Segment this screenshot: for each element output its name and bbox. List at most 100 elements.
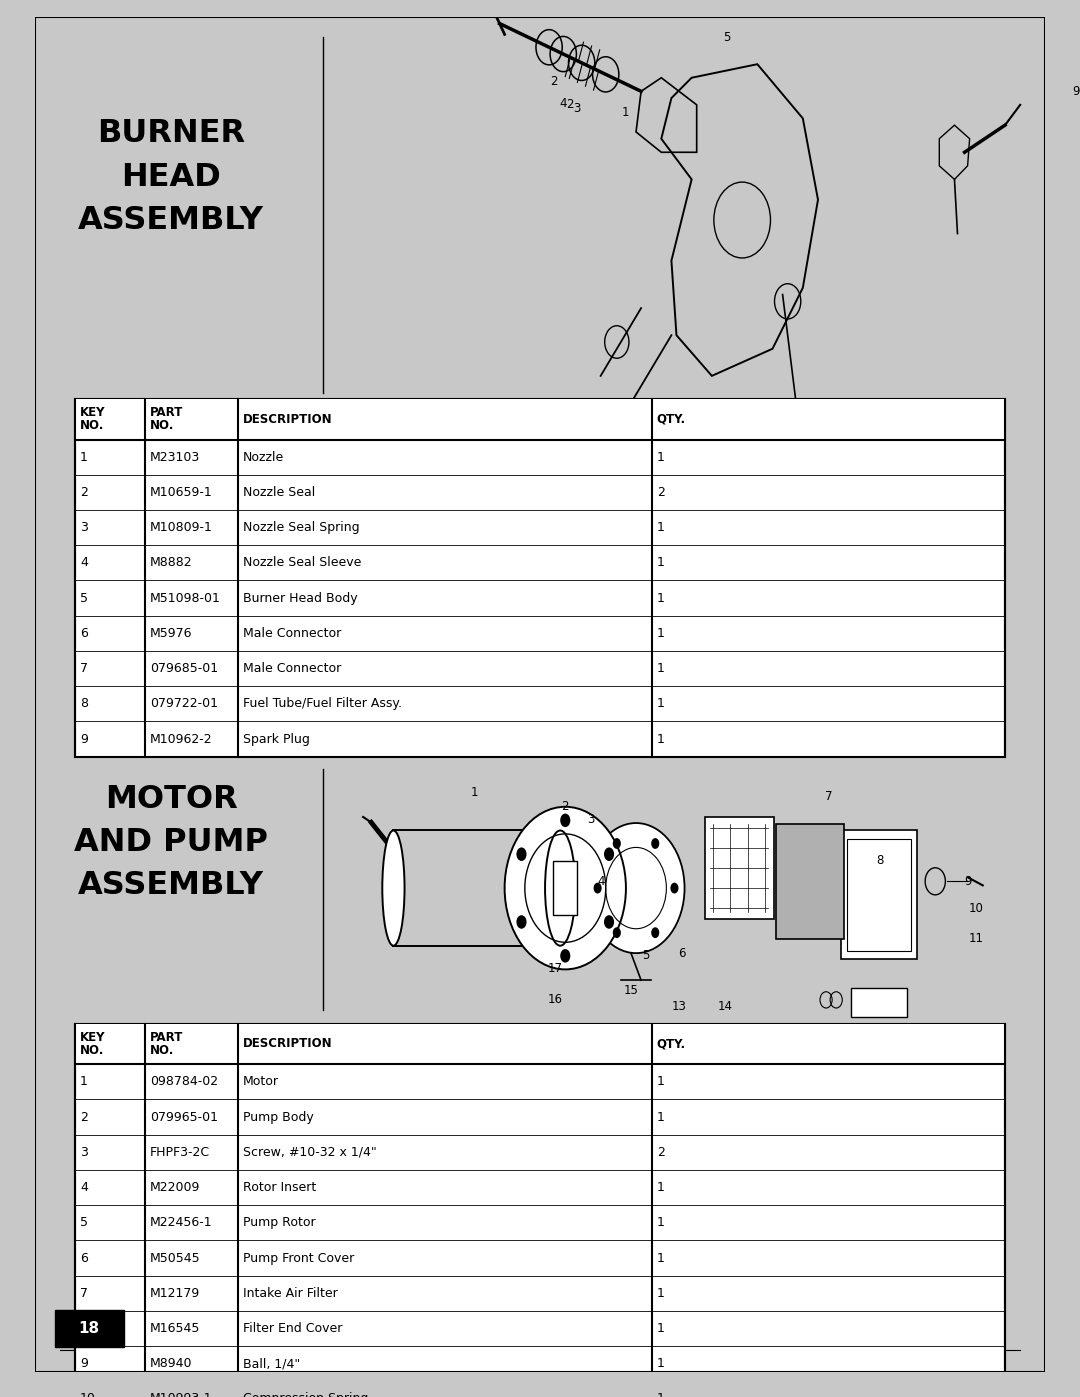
Text: 2: 2: [657, 1146, 664, 1160]
Text: KEY
NO.: KEY NO.: [80, 1031, 106, 1058]
Text: 1: 1: [657, 1252, 664, 1264]
Text: 15: 15: [623, 983, 638, 997]
Bar: [75, 400, 1005, 757]
Text: Male Connector: Male Connector: [243, 662, 341, 675]
Text: 1: 1: [657, 662, 664, 675]
Text: 1: 1: [657, 697, 664, 710]
Text: 1: 1: [657, 591, 664, 605]
Text: 16: 16: [548, 993, 563, 1006]
Text: M10962-2: M10962-2: [150, 732, 213, 746]
Text: PART
NO.: PART NO.: [150, 1031, 184, 1058]
Text: M5976: M5976: [150, 627, 192, 640]
Text: 18: 18: [79, 1322, 99, 1336]
Text: 079722-01: 079722-01: [150, 697, 218, 710]
Text: M22009: M22009: [150, 1180, 200, 1194]
Text: 7: 7: [825, 791, 833, 803]
Text: QTY.: QTY.: [657, 412, 686, 426]
Text: 1: 1: [80, 1076, 87, 1088]
Circle shape: [651, 838, 659, 849]
Text: 5: 5: [80, 591, 89, 605]
Text: M10809-1: M10809-1: [150, 521, 213, 534]
Text: 6: 6: [80, 1252, 87, 1264]
Text: Intake Air Filter: Intake Air Filter: [243, 1287, 338, 1299]
Text: 1: 1: [657, 556, 664, 570]
Text: 4: 4: [597, 875, 605, 888]
Text: Screw, #10-32 x 1/4": Screw, #10-32 x 1/4": [243, 1146, 377, 1160]
Text: 1: 1: [622, 106, 630, 120]
Text: M50545: M50545: [150, 1252, 201, 1264]
Bar: [851, 988, 907, 1017]
Bar: [75, 1024, 1005, 1065]
Text: Compression Spring: Compression Spring: [243, 1393, 368, 1397]
Bar: [75, 1024, 1005, 1397]
Text: HEAD: HEAD: [121, 162, 221, 193]
Text: 8: 8: [80, 1322, 89, 1336]
Circle shape: [671, 883, 678, 894]
Bar: [75, 400, 1005, 440]
Text: 1: 1: [657, 627, 664, 640]
Text: 098784-02: 098784-02: [150, 1076, 218, 1088]
Circle shape: [594, 883, 602, 894]
Text: 2: 2: [657, 486, 664, 499]
Text: Rotor Insert: Rotor Insert: [243, 1180, 316, 1194]
Text: PART
NO.: PART NO.: [150, 407, 184, 432]
Text: 9: 9: [1072, 85, 1080, 98]
Circle shape: [504, 807, 626, 970]
Text: ASSEMBLY: ASSEMBLY: [78, 870, 264, 901]
Text: M16545: M16545: [150, 1322, 200, 1336]
Text: 1: 1: [657, 1393, 664, 1397]
Text: Filter End Cover: Filter End Cover: [243, 1322, 342, 1336]
Text: M12179: M12179: [150, 1287, 200, 1299]
Circle shape: [612, 928, 621, 939]
Text: 079965-01: 079965-01: [150, 1111, 218, 1123]
Text: DESCRIPTION: DESCRIPTION: [243, 412, 333, 426]
Bar: [841, 830, 917, 960]
Text: DESCRIPTION: DESCRIPTION: [243, 1038, 333, 1051]
Bar: [775, 824, 845, 939]
Text: Pump Rotor: Pump Rotor: [243, 1217, 315, 1229]
Text: M10993-1: M10993-1: [150, 1393, 213, 1397]
Circle shape: [604, 915, 615, 929]
Text: 5: 5: [724, 31, 731, 43]
Text: 1: 1: [657, 451, 664, 464]
Bar: [705, 817, 773, 919]
Text: 2: 2: [567, 98, 575, 112]
Text: 13: 13: [672, 1000, 687, 1013]
Text: 11: 11: [968, 932, 983, 944]
Text: M10659-1: M10659-1: [150, 486, 213, 499]
Text: Nozzle Seal Sleeve: Nozzle Seal Sleeve: [243, 556, 361, 570]
Text: 10: 10: [969, 902, 983, 915]
Circle shape: [604, 848, 615, 861]
Text: 1: 1: [471, 787, 478, 799]
Text: Nozzle: Nozzle: [243, 451, 284, 464]
Text: AND PUMP: AND PUMP: [75, 827, 268, 858]
Text: 4: 4: [80, 1180, 87, 1194]
Text: Nozzle Seal: Nozzle Seal: [243, 486, 315, 499]
Bar: [848, 838, 912, 951]
Text: FHPF3-2C: FHPF3-2C: [150, 1146, 210, 1160]
Text: 6: 6: [80, 627, 87, 640]
Text: 1: 1: [657, 732, 664, 746]
Text: 3: 3: [586, 813, 594, 826]
Text: 17: 17: [548, 963, 563, 975]
Text: Fuel Tube/Fuel Filter Assy.: Fuel Tube/Fuel Filter Assy.: [243, 697, 402, 710]
Text: 6: 6: [556, 409, 564, 423]
Text: M51098-01: M51098-01: [150, 591, 220, 605]
Text: 3: 3: [573, 102, 581, 116]
Text: 1: 1: [657, 1358, 664, 1370]
Text: 9: 9: [80, 732, 87, 746]
Text: 1: 1: [657, 1287, 664, 1299]
Text: Spark Plug: Spark Plug: [243, 732, 310, 746]
Text: 6: 6: [678, 947, 686, 960]
Text: M8940: M8940: [150, 1358, 192, 1370]
Text: 1: 1: [657, 1217, 664, 1229]
Text: KEY
NO.: KEY NO.: [80, 407, 106, 432]
Text: 2: 2: [550, 75, 557, 88]
Text: QTY.: QTY.: [657, 1038, 686, 1051]
Text: 079685-01: 079685-01: [150, 662, 218, 675]
Text: 10: 10: [80, 1393, 96, 1397]
Text: 7: 7: [607, 423, 615, 437]
Text: M23103: M23103: [150, 451, 200, 464]
Text: ASSEMBLY: ASSEMBLY: [78, 205, 264, 236]
Circle shape: [561, 813, 570, 827]
